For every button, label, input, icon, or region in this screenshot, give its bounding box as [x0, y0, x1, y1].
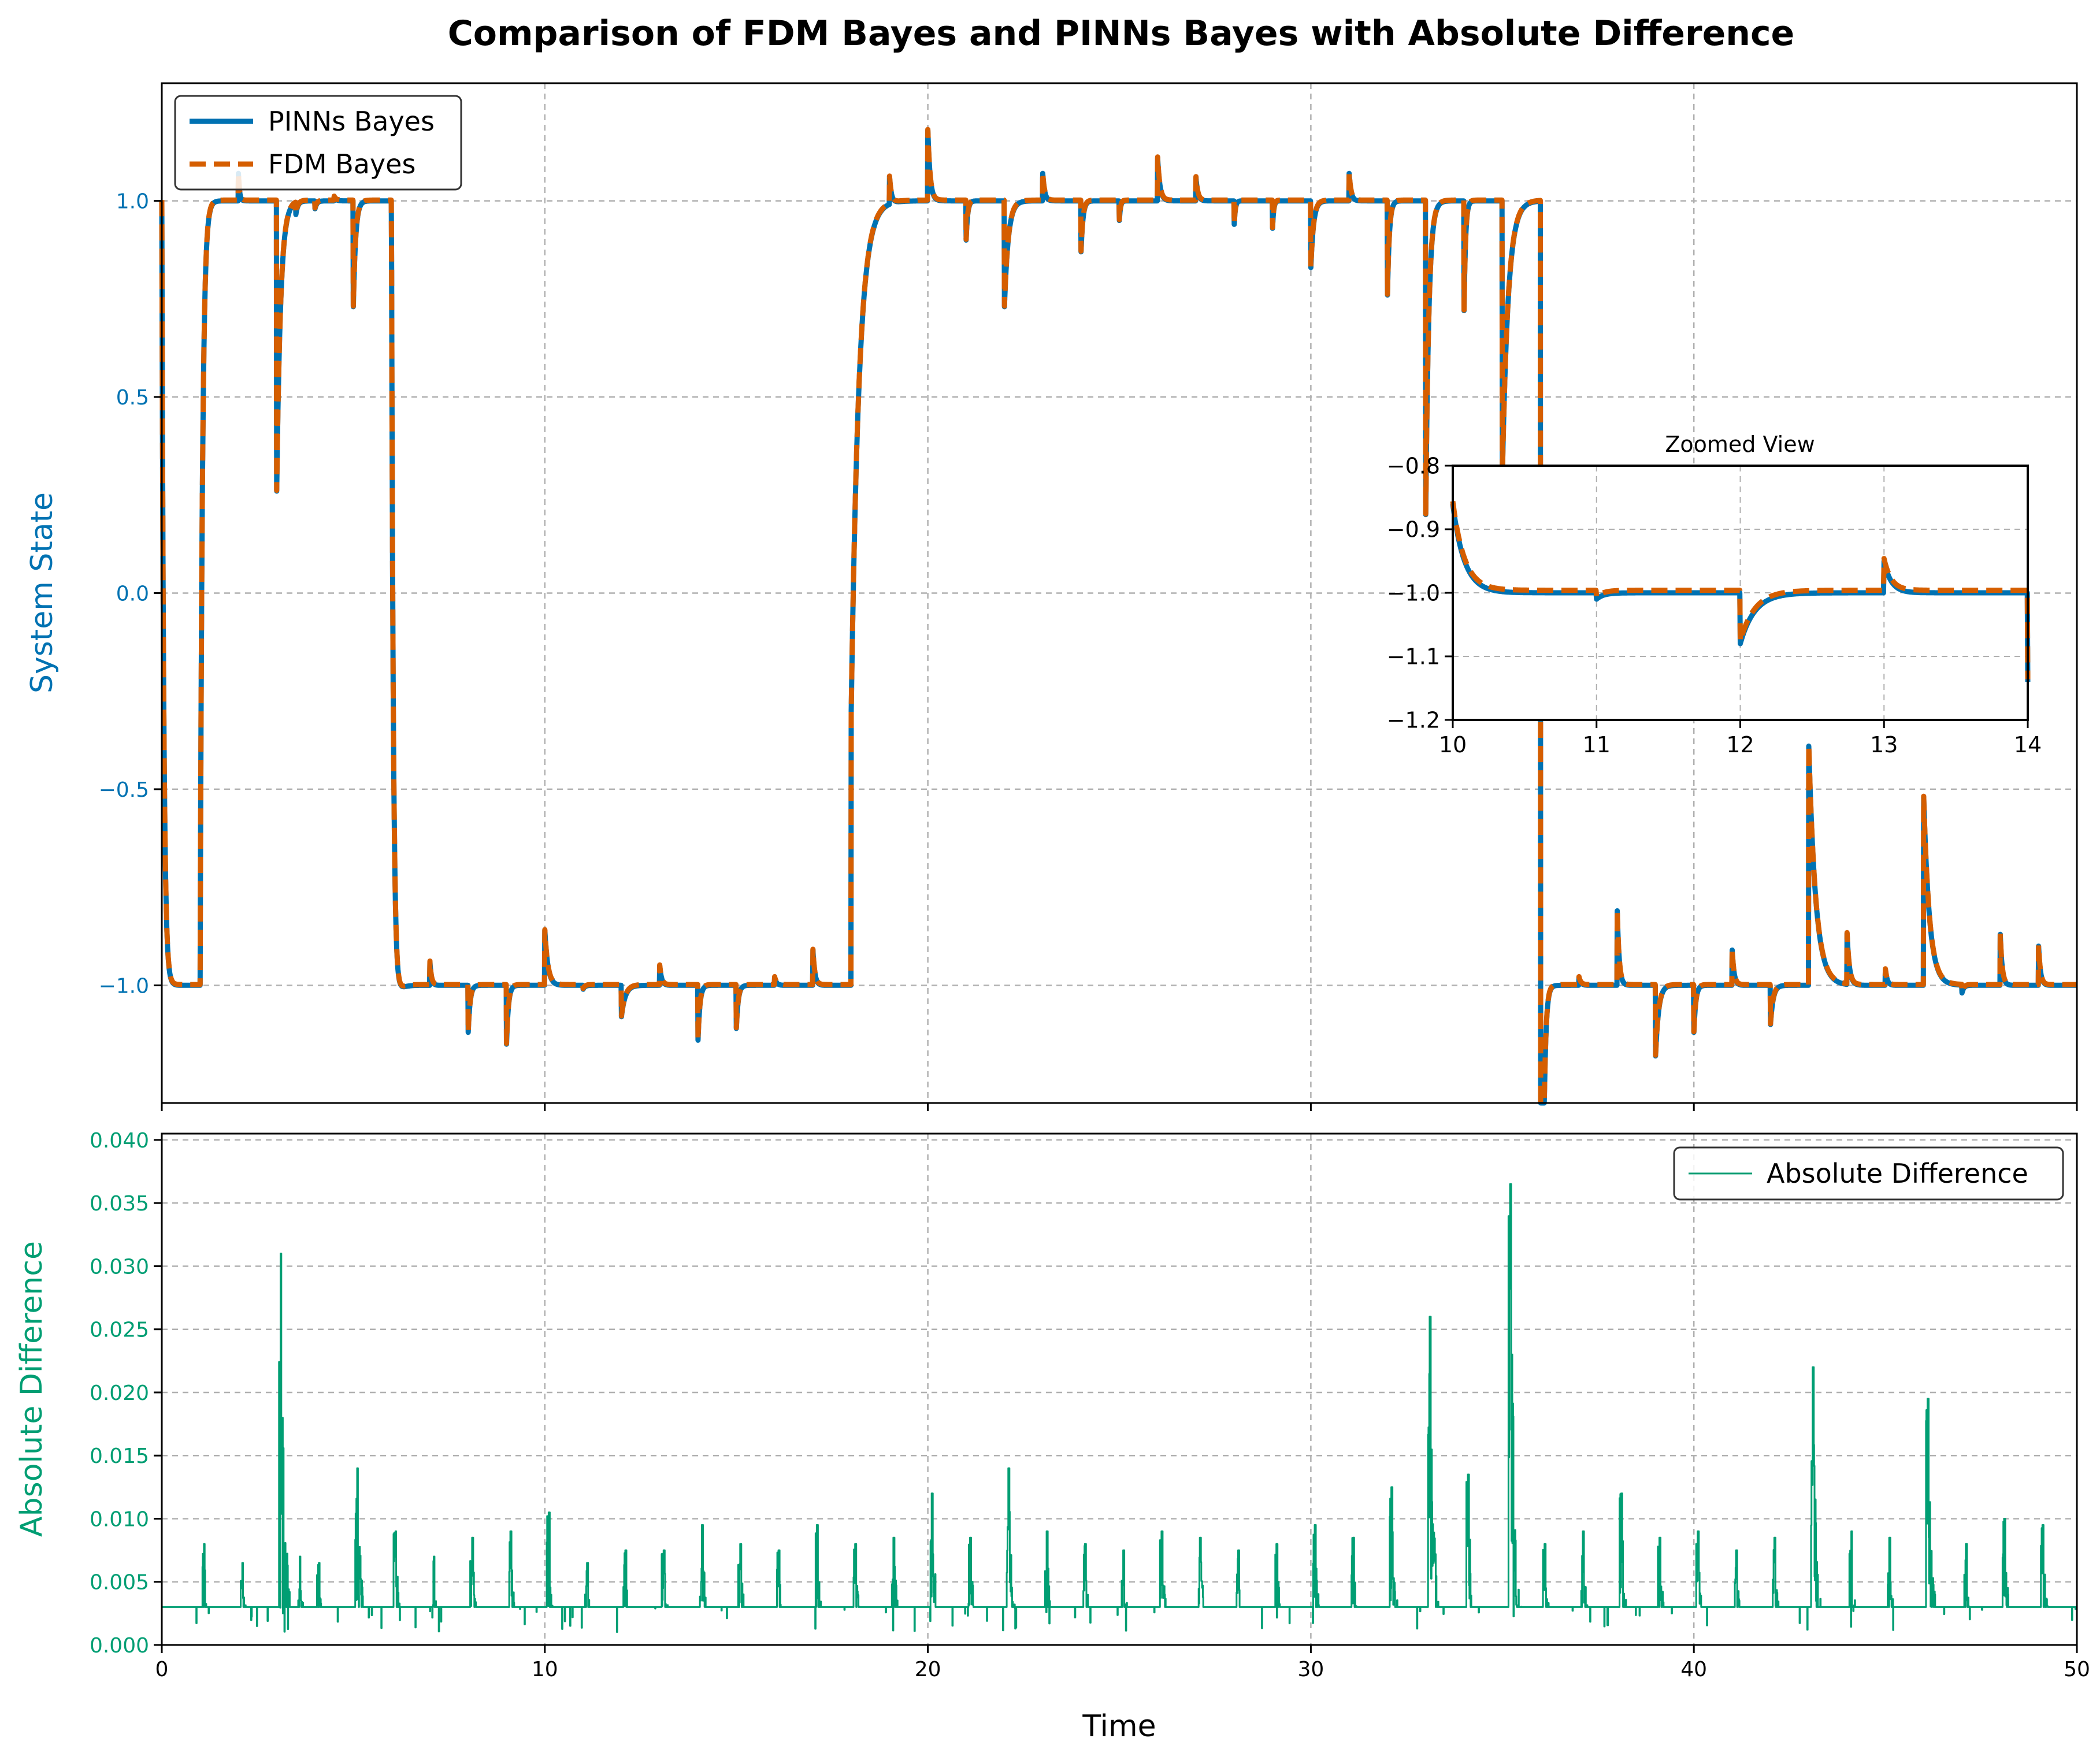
inset-fdm-bayes-line — [1450, 501, 2031, 679]
y-tick-label: −1.2 — [1387, 708, 1440, 733]
bottom-legend-box — [1673, 1146, 2064, 1201]
chart-title: Comparison of FDM Bayes and PINNs Bayes … — [448, 13, 1795, 54]
x-tick-label: 10 — [532, 1658, 558, 1681]
x-axis-label: Time — [1082, 1709, 1156, 1744]
y-tick-label: 0.5 — [116, 386, 149, 410]
y-tick-label: 0.025 — [90, 1319, 149, 1342]
bottom-legend: Absolute Difference — [1673, 1146, 2064, 1201]
top-panel: −1.0 −0.5 0.0 0.5 1.0 System State PINNs Bay… — [25, 82, 2079, 1111]
y-tick-label: −0.5 — [99, 778, 149, 802]
y-tick-label: −1.1 — [1387, 644, 1440, 670]
top-x-ticks — [161, 1103, 2078, 1111]
y-tick-label: −0.8 — [1387, 454, 1440, 479]
bottom-axes-frame — [161, 1132, 2078, 1646]
y-tick-label: −1.0 — [99, 974, 149, 998]
inset-x-ticks: 10 11 12 13 14 — [1439, 720, 2042, 757]
y-tick-label: 0.0 — [116, 582, 149, 606]
y-tick-label: 0.040 — [90, 1129, 149, 1153]
x-tick-label: 11 — [1583, 732, 1611, 757]
absolute-difference-line — [161, 1183, 2077, 1633]
x-tick-label: 50 — [2064, 1658, 2090, 1681]
x-tick-label: 0 — [155, 1658, 169, 1681]
x-tick-label: 30 — [1297, 1658, 1324, 1681]
inset-title: Zoomed View — [1665, 432, 1815, 457]
x-tick-label: 40 — [1680, 1658, 1707, 1681]
x-tick-label: 12 — [1726, 732, 1754, 757]
legend-fdm-label: FDM Bayes — [268, 148, 415, 180]
y-tick-label: −1.0 — [1387, 581, 1440, 606]
bottom-panel: 0.000 0.005 0.010 0.015 0.020 0.025 0.030 0.035… — [14, 1129, 2090, 1744]
top-legend: PINNs Bayes FDM Bayes — [174, 95, 462, 191]
bottom-y-axis-label: Absolute Difference — [14, 1241, 49, 1537]
legend-pinns-label: PINNs Bayes — [268, 106, 435, 137]
x-tick-label: 13 — [1870, 732, 1898, 757]
inset-plot-area — [1450, 501, 2031, 682]
top-y-ticks: −1.0 −0.5 0.0 0.5 1.0 — [99, 190, 162, 998]
legend-diff-label: Absolute Difference — [1767, 1158, 2028, 1189]
y-tick-label: −0.9 — [1387, 517, 1440, 543]
y-tick-label: 0.030 — [90, 1255, 149, 1279]
y-tick-label: 0.020 — [90, 1381, 149, 1405]
y-tick-label: 0.035 — [90, 1192, 149, 1216]
x-tick-label: 14 — [2014, 732, 2042, 757]
y-tick-label: 0.010 — [90, 1507, 149, 1531]
top-plot-area — [159, 127, 2079, 1106]
x-tick-label: 20 — [915, 1658, 941, 1681]
bottom-x-ticks: 0 10 20 30 40 50 — [155, 1645, 2090, 1681]
inset-y-ticks: −1.2 −1.1 −1.0 −0.9 −0.8 — [1387, 454, 1453, 733]
y-tick-label: 0.000 — [90, 1634, 149, 1658]
y-tick-label: 1.0 — [116, 190, 149, 214]
fdm-bayes-line — [159, 127, 2079, 1105]
y-tick-label: 0.015 — [90, 1444, 149, 1468]
bottom-y-ticks: 0.000 0.005 0.010 0.015 0.020 0.025 0.030 0.035… — [90, 1129, 162, 1658]
inset-zoom: −1.2 −1.1 −1.0 −0.9 −0.8 10 11 12 13 14 Zoomed V… — [1387, 432, 2042, 757]
top-y-axis-label: System State — [25, 492, 60, 693]
y-tick-label: 0.005 — [90, 1571, 149, 1595]
x-tick-label: 10 — [1439, 732, 1467, 757]
